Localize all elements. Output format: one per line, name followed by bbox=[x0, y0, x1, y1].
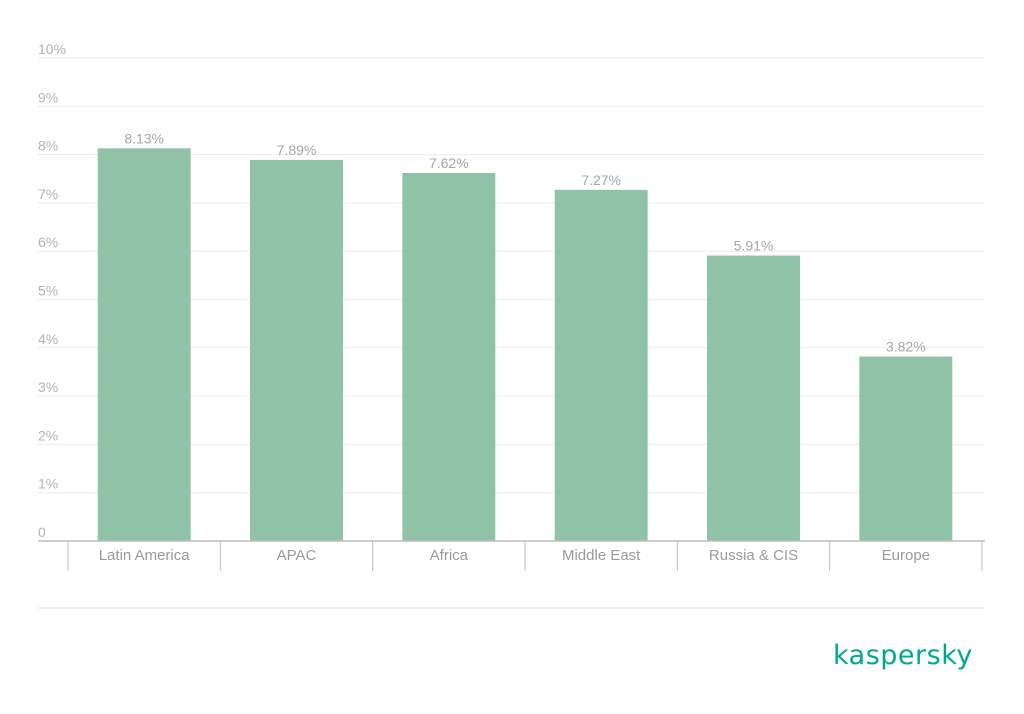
gridlines bbox=[38, 57, 985, 494]
y-tick-label: 10% bbox=[38, 41, 66, 57]
y-tick-label: 4% bbox=[38, 331, 58, 347]
y-tick-label: 1% bbox=[38, 476, 58, 492]
y-tick-label: 5% bbox=[38, 283, 58, 299]
data-label: 7.89% bbox=[277, 142, 317, 158]
y-tick-label: 3% bbox=[38, 379, 58, 395]
y-tick-label: 7% bbox=[38, 186, 58, 202]
kaspersky-logo: kaspersky bbox=[833, 640, 973, 671]
x-tick-label: Africa bbox=[430, 547, 469, 564]
bars bbox=[97, 148, 953, 542]
bar bbox=[97, 148, 191, 542]
x-axis: Latin America APAC Africa Middle East Russia… bbox=[38, 540, 985, 571]
x-tick-label: Europe bbox=[882, 547, 930, 564]
y-tick-label: 8% bbox=[38, 138, 58, 154]
data-label: 3.82% bbox=[886, 338, 926, 354]
y-tick-label: 0 bbox=[38, 524, 46, 540]
data-label: 5.91% bbox=[734, 238, 774, 254]
data-label: 7.62% bbox=[429, 155, 469, 171]
bar bbox=[554, 189, 648, 541]
x-tick-label: Middle East bbox=[562, 547, 641, 564]
x-tick-label: Russia & CIS bbox=[709, 547, 798, 564]
y-axis-tick-labels: 0 1% 2% 3% 4% 5% 6% 7% 8% 9% 10% bbox=[38, 41, 66, 540]
y-tick-label: 6% bbox=[38, 234, 58, 250]
y-tick-label: 9% bbox=[38, 89, 58, 105]
y-tick-label: 2% bbox=[38, 427, 58, 443]
data-label: 8.13% bbox=[124, 130, 164, 146]
bar bbox=[402, 172, 496, 542]
bar bbox=[859, 356, 953, 541]
data-label: 7.27% bbox=[581, 172, 621, 188]
bar bbox=[707, 255, 800, 541]
x-tick-label: APAC bbox=[277, 547, 317, 564]
x-tick-label: Latin America bbox=[99, 547, 191, 564]
data-labels: 8.13% 7.89% 7.62% 7.27% 5.91% 3.82% bbox=[124, 130, 925, 354]
bar bbox=[250, 159, 343, 541]
